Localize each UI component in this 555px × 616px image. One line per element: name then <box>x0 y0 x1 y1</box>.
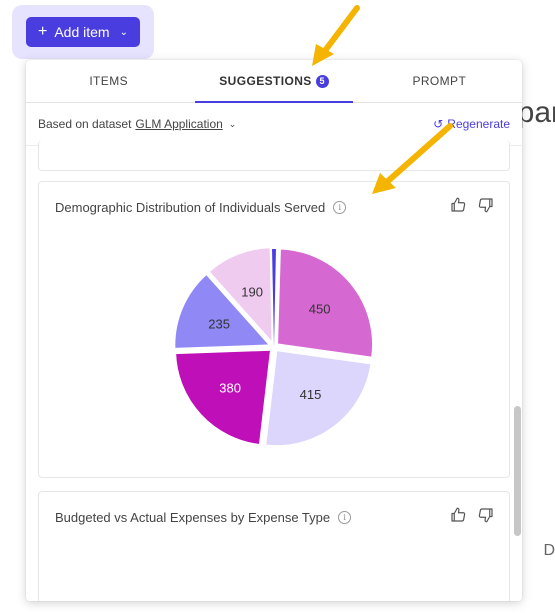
panel-tabs: ITEMS SUGGESTIONS 5 PROMPT <box>26 60 522 103</box>
scrollbar[interactable] <box>514 406 521 536</box>
card-title: Demographic Distribution of Individuals … <box>55 200 347 215</box>
tab-prompt[interactable]: PROMPT <box>357 60 522 102</box>
add-item-label: Add item <box>54 24 110 40</box>
tab-items-label: ITEMS <box>89 74 128 88</box>
feedback-buttons <box>449 506 495 524</box>
thumbs-down-icon[interactable] <box>477 506 495 524</box>
thumbs-up-icon[interactable] <box>449 506 467 524</box>
pie-slice <box>264 349 373 448</box>
pie-slice <box>207 246 274 345</box>
pie-slice-label: 450 <box>309 302 331 317</box>
suggestion-card[interactable]: Budgeted vs Actual Expenses by Expense T… <box>38 491 510 601</box>
regenerate-button[interactable]: ↺ Regenerate <box>433 117 510 131</box>
tab-suggestions-label: SUGGESTIONS <box>219 74 312 88</box>
suggestion-card[interactable]: Demographic Distribution of Individuals … <box>38 181 510 478</box>
pie-slice <box>173 272 272 350</box>
tab-items[interactable]: ITEMS <box>26 60 191 102</box>
plus-icon: + <box>38 23 48 40</box>
chevron-down-icon[interactable]: ⌄ <box>228 118 237 129</box>
add-item-button[interactable]: + Add item ⌄ <box>26 17 140 47</box>
card-title-text: Demographic Distribution of Individuals … <box>55 200 326 215</box>
pie-slice <box>174 348 273 447</box>
info-icon[interactable]: i <box>338 511 352 524</box>
dataset-prefix: Based on dataset <box>38 117 132 131</box>
background-text-fragment: par <box>517 96 555 129</box>
suggestions-count-badge: 5 <box>315 74 329 88</box>
pie-slice-label: 190 <box>241 284 263 299</box>
card-title-text: Budgeted vs Actual Expenses by Expense T… <box>55 510 331 525</box>
dataset-selector[interactable]: GLM Application <box>135 117 223 131</box>
regenerate-label: Regenerate <box>447 117 510 131</box>
arrow-icon <box>312 5 360 66</box>
add-item-highlight: + Add item ⌄ <box>12 5 154 59</box>
pie-slice-small <box>272 249 276 347</box>
tab-prompt-label: PROMPT <box>412 74 467 88</box>
suggestion-card-previous <box>38 140 510 171</box>
pie-slice-label: 415 <box>300 387 322 402</box>
pie-slice-label: 235 <box>208 317 230 332</box>
chevron-down-icon: ⌄ <box>119 26 128 38</box>
pie-slice-label: 380 <box>219 380 241 395</box>
background-text-fragment-bottom: D <box>543 542 555 559</box>
card-title: Budgeted vs Actual Expenses by Expense T… <box>55 510 352 525</box>
add-item-panel: ITEMS SUGGESTIONS 5 PROMPT Based on data… <box>26 60 522 601</box>
thumbs-down-icon[interactable] <box>477 196 495 214</box>
pie-slice <box>276 247 375 359</box>
thumbs-up-icon[interactable] <box>449 196 467 214</box>
tab-suggestions[interactable]: SUGGESTIONS 5 <box>191 60 356 103</box>
pie-chart: 450 415 380 235 190 <box>173 246 375 448</box>
suggestions-list[interactable]: Demographic Distribution of Individuals … <box>26 140 522 601</box>
feedback-buttons <box>449 196 495 214</box>
refresh-icon: ↺ <box>433 117 444 131</box>
info-icon[interactable]: i <box>333 201 347 214</box>
